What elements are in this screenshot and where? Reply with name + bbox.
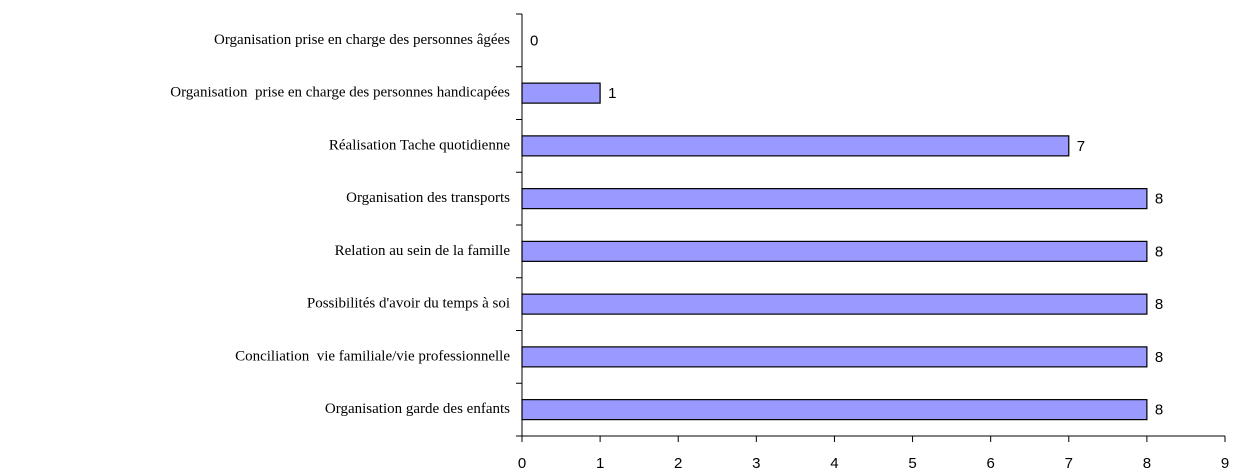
data-label: 0 bbox=[530, 32, 538, 49]
data-label: 8 bbox=[1155, 402, 1163, 419]
data-label: 1 bbox=[608, 85, 616, 102]
y-tick-label: Organisation prise en charge des personn… bbox=[214, 32, 510, 48]
x-tick-label: 0 bbox=[518, 455, 526, 472]
y-tick-label: Organisation prise en charge des personn… bbox=[170, 85, 510, 101]
data-label: 7 bbox=[1077, 138, 1085, 155]
data-label: 8 bbox=[1155, 349, 1163, 366]
x-tick-label: 7 bbox=[1065, 455, 1073, 472]
y-tick-label: Possibilités d'avoir du temps à soi bbox=[307, 296, 510, 312]
x-tick-label: 9 bbox=[1221, 455, 1229, 472]
data-label: 8 bbox=[1155, 243, 1163, 260]
x-tick-label: 3 bbox=[752, 455, 760, 472]
y-tick-label: Relation au sein de la famille bbox=[335, 243, 511, 259]
y-tick-label: Organisation garde des enfants bbox=[325, 401, 510, 417]
bar bbox=[521, 82, 601, 104]
x-tick-label: 8 bbox=[1143, 455, 1151, 472]
x-tick-label: 4 bbox=[830, 455, 838, 472]
data-label: 8 bbox=[1155, 191, 1163, 208]
bar bbox=[521, 188, 1148, 210]
x-tick-label: 1 bbox=[596, 455, 604, 472]
data-label: 8 bbox=[1155, 296, 1163, 313]
y-tick-label: Réalisation Tache quotidienne bbox=[329, 137, 510, 153]
y-tick-label: Conciliation vie familiale/vie professio… bbox=[235, 348, 510, 364]
y-tick-label: Organisation des transports bbox=[346, 190, 510, 206]
bar bbox=[521, 240, 1148, 262]
x-tick-label: 2 bbox=[674, 455, 682, 472]
bar bbox=[521, 346, 1148, 368]
x-tick-label: 5 bbox=[908, 455, 916, 472]
bar bbox=[521, 399, 1148, 421]
x-tick-label: 6 bbox=[986, 455, 994, 472]
bar bbox=[521, 293, 1148, 315]
bar bbox=[521, 135, 1070, 157]
